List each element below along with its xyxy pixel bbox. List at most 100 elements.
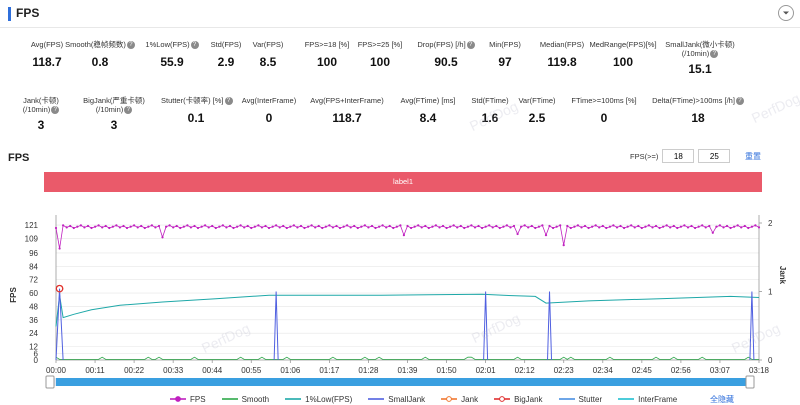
fps-point <box>569 226 572 230</box>
fps-point <box>544 234 548 237</box>
fps-point <box>623 226 626 230</box>
fps-point <box>363 224 366 227</box>
fps-point <box>729 226 732 230</box>
y-tick-label: 6 <box>34 349 39 358</box>
legend-swatch-icon <box>285 398 302 400</box>
fps-point <box>548 224 551 228</box>
fps-point <box>427 226 430 230</box>
fps-point <box>314 226 317 229</box>
legend-label: Jank <box>461 394 479 404</box>
collapse-button[interactable] <box>778 5 794 21</box>
range-handle-left[interactable] <box>45 375 55 389</box>
fps-point <box>694 226 697 230</box>
legend-item[interactable]: Smooth <box>221 395 269 404</box>
fps-point <box>736 224 739 227</box>
help-icon[interactable]: ? <box>710 50 719 59</box>
metric-value: 55.9 <box>160 55 184 70</box>
metric-row1-9: Median(FPS) 119.8 <box>534 40 590 69</box>
fps-point <box>271 225 274 228</box>
fps-point <box>136 226 139 229</box>
fps-point <box>637 224 640 228</box>
legend-item[interactable]: Jank <box>441 395 478 404</box>
range-handle-right[interactable] <box>745 375 755 389</box>
fps-point <box>583 224 587 228</box>
fps-point <box>456 226 459 229</box>
help-icon[interactable]: ? <box>124 106 133 115</box>
legend-label: BigJank <box>514 394 543 404</box>
chart-title: FPS <box>8 152 30 164</box>
metric-row2-7: Var(FTime) 2.5 <box>515 96 559 125</box>
fps-point <box>690 224 693 228</box>
fps-point <box>317 224 320 228</box>
fps-point <box>424 224 427 228</box>
legend-item[interactable]: FPS <box>170 395 206 404</box>
fps-point <box>740 226 743 229</box>
fps-point <box>76 225 79 228</box>
fps-point <box>488 224 491 227</box>
fps-point <box>725 224 729 228</box>
x-tick-label: 01:39 <box>397 366 418 375</box>
legend-item[interactable]: InterFrame <box>618 395 677 404</box>
help-icon[interactable]: ? <box>224 97 233 106</box>
fps-point <box>58 247 61 250</box>
metric-row1-1: Smooth(稳帧频数)? 0.8 <box>65 40 135 69</box>
legend-swatch-icon <box>368 398 385 400</box>
fps-point <box>512 224 516 228</box>
fps-point <box>413 225 416 228</box>
smalljank-spike <box>749 291 755 361</box>
legend-item[interactable]: BigJank <box>494 394 543 404</box>
x-tick-label: 01:17 <box>319 366 340 375</box>
fps-point <box>367 226 370 229</box>
fps-point <box>253 225 256 228</box>
fps-point <box>239 224 242 227</box>
help-icon[interactable]: ? <box>51 106 60 115</box>
fps-point <box>260 226 263 229</box>
fps-point <box>527 226 530 229</box>
x-tick-label: 02:56 <box>671 366 692 375</box>
fps-threshold-input-2[interactable] <box>698 149 731 163</box>
legend-item[interactable]: 1%Low(FPS) <box>285 395 352 404</box>
help-icon[interactable]: ? <box>466 41 475 50</box>
metric-value: 97 <box>498 55 512 69</box>
x-tick-label: 02:01 <box>476 366 497 375</box>
section-title: FPS <box>16 6 40 20</box>
fps-threshold-input-1[interactable] <box>662 149 695 163</box>
help-icon[interactable]: ? <box>126 41 135 50</box>
fps-point <box>441 224 445 228</box>
fps-point <box>257 224 260 227</box>
fps-point <box>541 224 544 227</box>
chevron-down-icon <box>783 11 789 15</box>
fps-point <box>94 225 97 228</box>
metric-row1-4: Var(FPS) 8.5 <box>248 40 288 69</box>
help-icon[interactable]: ? <box>190 41 199 50</box>
fps-point <box>296 226 299 229</box>
series-smooth-line <box>55 356 759 360</box>
fps-point <box>715 225 718 228</box>
hide-all-button[interactable]: 全隐藏 <box>710 395 734 404</box>
x-tick-label: 01:06 <box>280 366 301 375</box>
fps-point <box>601 224 604 228</box>
help-icon[interactable]: ? <box>735 97 744 106</box>
fps-point <box>310 224 313 227</box>
fps-point <box>388 224 391 228</box>
fps-point <box>619 224 622 228</box>
reset-button[interactable]: 重置 <box>745 152 761 161</box>
metric-row2-6: Std(FTime) 1.6 <box>468 96 512 125</box>
legend-item[interactable]: Stutter <box>558 395 602 404</box>
label-band[interactable]: label1 <box>44 172 762 192</box>
fps-point <box>399 224 402 227</box>
metric-value: 118.7 <box>32 55 62 69</box>
fps-point <box>186 224 189 227</box>
y-tick-label: 109 <box>25 234 39 243</box>
metric-value: 3 <box>110 118 118 133</box>
metric-label: Min(FPS) <box>489 40 521 49</box>
metric-row1-5: FPS>=18 [%] 100 <box>299 40 355 69</box>
fps-point <box>196 226 200 230</box>
fps-point <box>221 224 224 227</box>
legend-item[interactable]: SmallJank <box>368 395 425 404</box>
fps-threshold-filter: FPS(>=) <box>630 149 731 163</box>
fps-point <box>353 224 356 228</box>
fps-point <box>459 224 462 228</box>
legend-swatch-icon <box>558 398 575 400</box>
